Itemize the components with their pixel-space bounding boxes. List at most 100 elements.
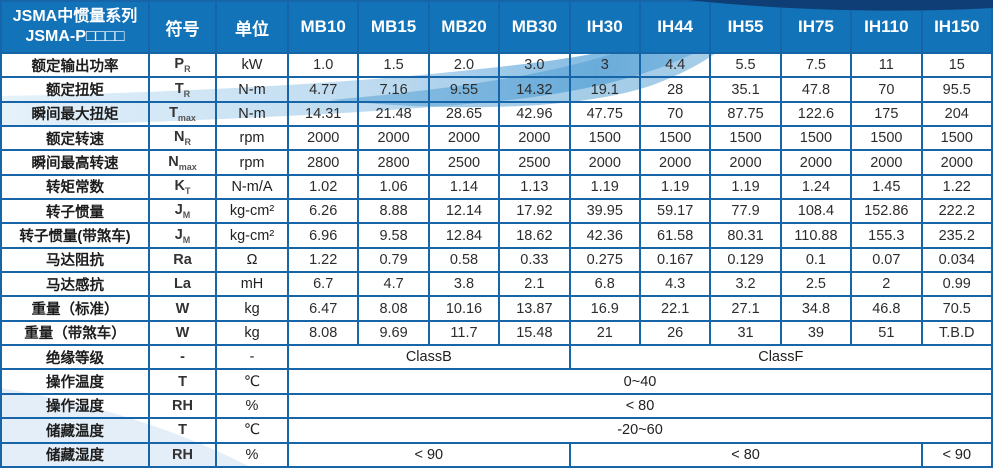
symbol-cell: -: [148, 344, 217, 371]
value-cell: 28: [638, 76, 712, 103]
symbol-subscript: M: [182, 234, 191, 245]
value-cell: 2: [850, 271, 923, 298]
symbol-cell: Nmax: [148, 149, 217, 176]
value-cell: 9.69: [357, 319, 430, 347]
value-cell: 2800: [286, 149, 360, 176]
row-label: 马达阻抗: [0, 246, 150, 274]
value-cell: 2800: [357, 149, 430, 176]
value-cell: 51: [850, 319, 923, 347]
value-cell: 2.0: [427, 51, 501, 79]
symbol-main: J: [174, 202, 183, 219]
value-cell: 87.75: [709, 100, 782, 128]
value-cell: 4.7: [357, 271, 430, 298]
value-cell: 1500: [850, 125, 923, 152]
row-label: 储藏湿度: [0, 441, 150, 468]
symbol-main: N: [174, 129, 185, 146]
value-cell: 27.1: [709, 295, 782, 322]
value-cell: 2000: [920, 149, 993, 176]
row-label: 操作温度: [0, 368, 150, 395]
symbol-main: RH: [172, 397, 193, 414]
table-row: 额定扭矩 TR N-m 4.77 7.16 9.55 14.32 19.1 28 35.1 47.8…: [0, 76, 993, 103]
symbol-cell: KT: [148, 173, 217, 201]
symbol-subscript: max: [177, 112, 196, 123]
symbol-main: W: [175, 300, 190, 317]
series-title-line1: JSMA中惯量系列: [12, 8, 138, 25]
unit-cell: kW: [215, 51, 289, 79]
value-cell: 1.19: [709, 173, 782, 201]
value-cell: 0.07: [850, 246, 923, 274]
value-cell: 3.0: [498, 51, 571, 79]
value-cell: 1.45: [850, 173, 923, 201]
value-cell: 2000: [427, 125, 501, 152]
value-cell: 70: [638, 100, 712, 128]
symbol-cell: T: [148, 417, 217, 444]
symbol-main: RH: [172, 446, 193, 463]
symbol-main: P: [174, 56, 185, 73]
row-label: 绝缘等级: [0, 344, 150, 371]
value-cell: 0.58: [427, 246, 501, 274]
value-cell: 2500: [427, 149, 501, 176]
value-cell: 6.47: [286, 295, 360, 322]
row-label: 操作湿度: [0, 392, 150, 420]
symbol-main: La: [174, 276, 191, 293]
value-cell: 1.19: [638, 173, 712, 201]
value-cell: 8.88: [357, 198, 430, 225]
row-label: 瞬间最大扭矩: [0, 100, 150, 128]
value-cell: 6.7: [286, 271, 360, 298]
unit-cell: %: [215, 441, 289, 468]
symbol-cell: Ra: [148, 246, 217, 274]
value-cell: 7.5: [779, 51, 853, 79]
symbol-cell: PR: [148, 51, 217, 79]
table-row: 瞬间最大扭矩 Tmax N-m 14.31 21.48 28.65 42.96 47.75 70…: [0, 100, 993, 128]
symbol-main: T: [178, 373, 187, 390]
table-row: 转矩常数 KT N-m/A 1.02 1.06 1.14 1.13 1.19 1.19 1.19 1…: [0, 173, 993, 201]
value-cell: 222.2: [920, 198, 993, 225]
unit-cell: %: [215, 392, 289, 420]
value-cell: 2000: [850, 149, 923, 176]
value-cell: 7.16: [357, 76, 430, 103]
value-cell: 108.4: [779, 198, 853, 225]
symbol-main: N: [168, 153, 179, 170]
table-row: 转子惯量 JM kg-cm² 6.26 8.88 12.14 17.92 39.95 59.17…: [0, 198, 993, 225]
value-cell: 1.22: [920, 173, 993, 201]
value-cell: 122.6: [779, 100, 853, 128]
value-cell: 39: [779, 319, 853, 347]
symbol-main: W: [175, 324, 190, 341]
unit-cell: N-m: [215, 100, 289, 128]
value-cell: 1.02: [286, 173, 360, 201]
unit-cell: Ω: [215, 246, 289, 274]
model-header-mb30: MB30: [498, 0, 571, 54]
symbol-main: T: [174, 80, 184, 97]
table-row: 马达阻抗 Ra Ω 1.22 0.79 0.58 0.33 0.275 0.167 0.129 0.…: [0, 246, 993, 274]
model-header-ih44: IH44: [638, 0, 712, 54]
model-header-ih75: IH75: [779, 0, 853, 54]
value-cell: 4.3: [638, 271, 712, 298]
symbol-cell: W: [148, 319, 217, 347]
value-cell: 0.167: [638, 246, 712, 274]
table-row: 储藏温度 T ℃ -20~60: [0, 417, 993, 444]
value-cell: 1500: [779, 125, 853, 152]
row-label: 转子惯量(带煞车): [0, 222, 150, 249]
value-cell: 34.8: [779, 295, 853, 322]
value-cell: 0.1: [779, 246, 853, 274]
model-header-mb20: MB20: [427, 0, 501, 54]
symbol-main: -: [180, 349, 185, 366]
symbol-cell: JM: [148, 222, 217, 249]
symbol-subscript: R: [184, 137, 191, 148]
value-cell: 0.33: [498, 246, 571, 274]
row-label: 转矩常数: [0, 173, 150, 201]
unit-cell: N-m/A: [215, 173, 289, 201]
header-row: JSMA中惯量系列 JSMA-P□□□□ 符号 单位 MB10 MB15 MB20 M…: [0, 0, 993, 54]
value-cell: 2000: [779, 149, 853, 176]
merged-value-cell: ClassF: [568, 344, 993, 371]
value-cell: 31: [709, 319, 782, 347]
value-cell: 12.84: [427, 222, 501, 249]
value-cell: 46.8: [850, 295, 923, 322]
value-cell: 21: [568, 319, 641, 347]
value-cell: 16.9: [568, 295, 641, 322]
value-cell: 42.96: [498, 100, 571, 128]
value-cell: 155.3: [850, 222, 923, 249]
value-cell: 22.1: [638, 295, 712, 322]
value-cell: 1.22: [286, 246, 360, 274]
